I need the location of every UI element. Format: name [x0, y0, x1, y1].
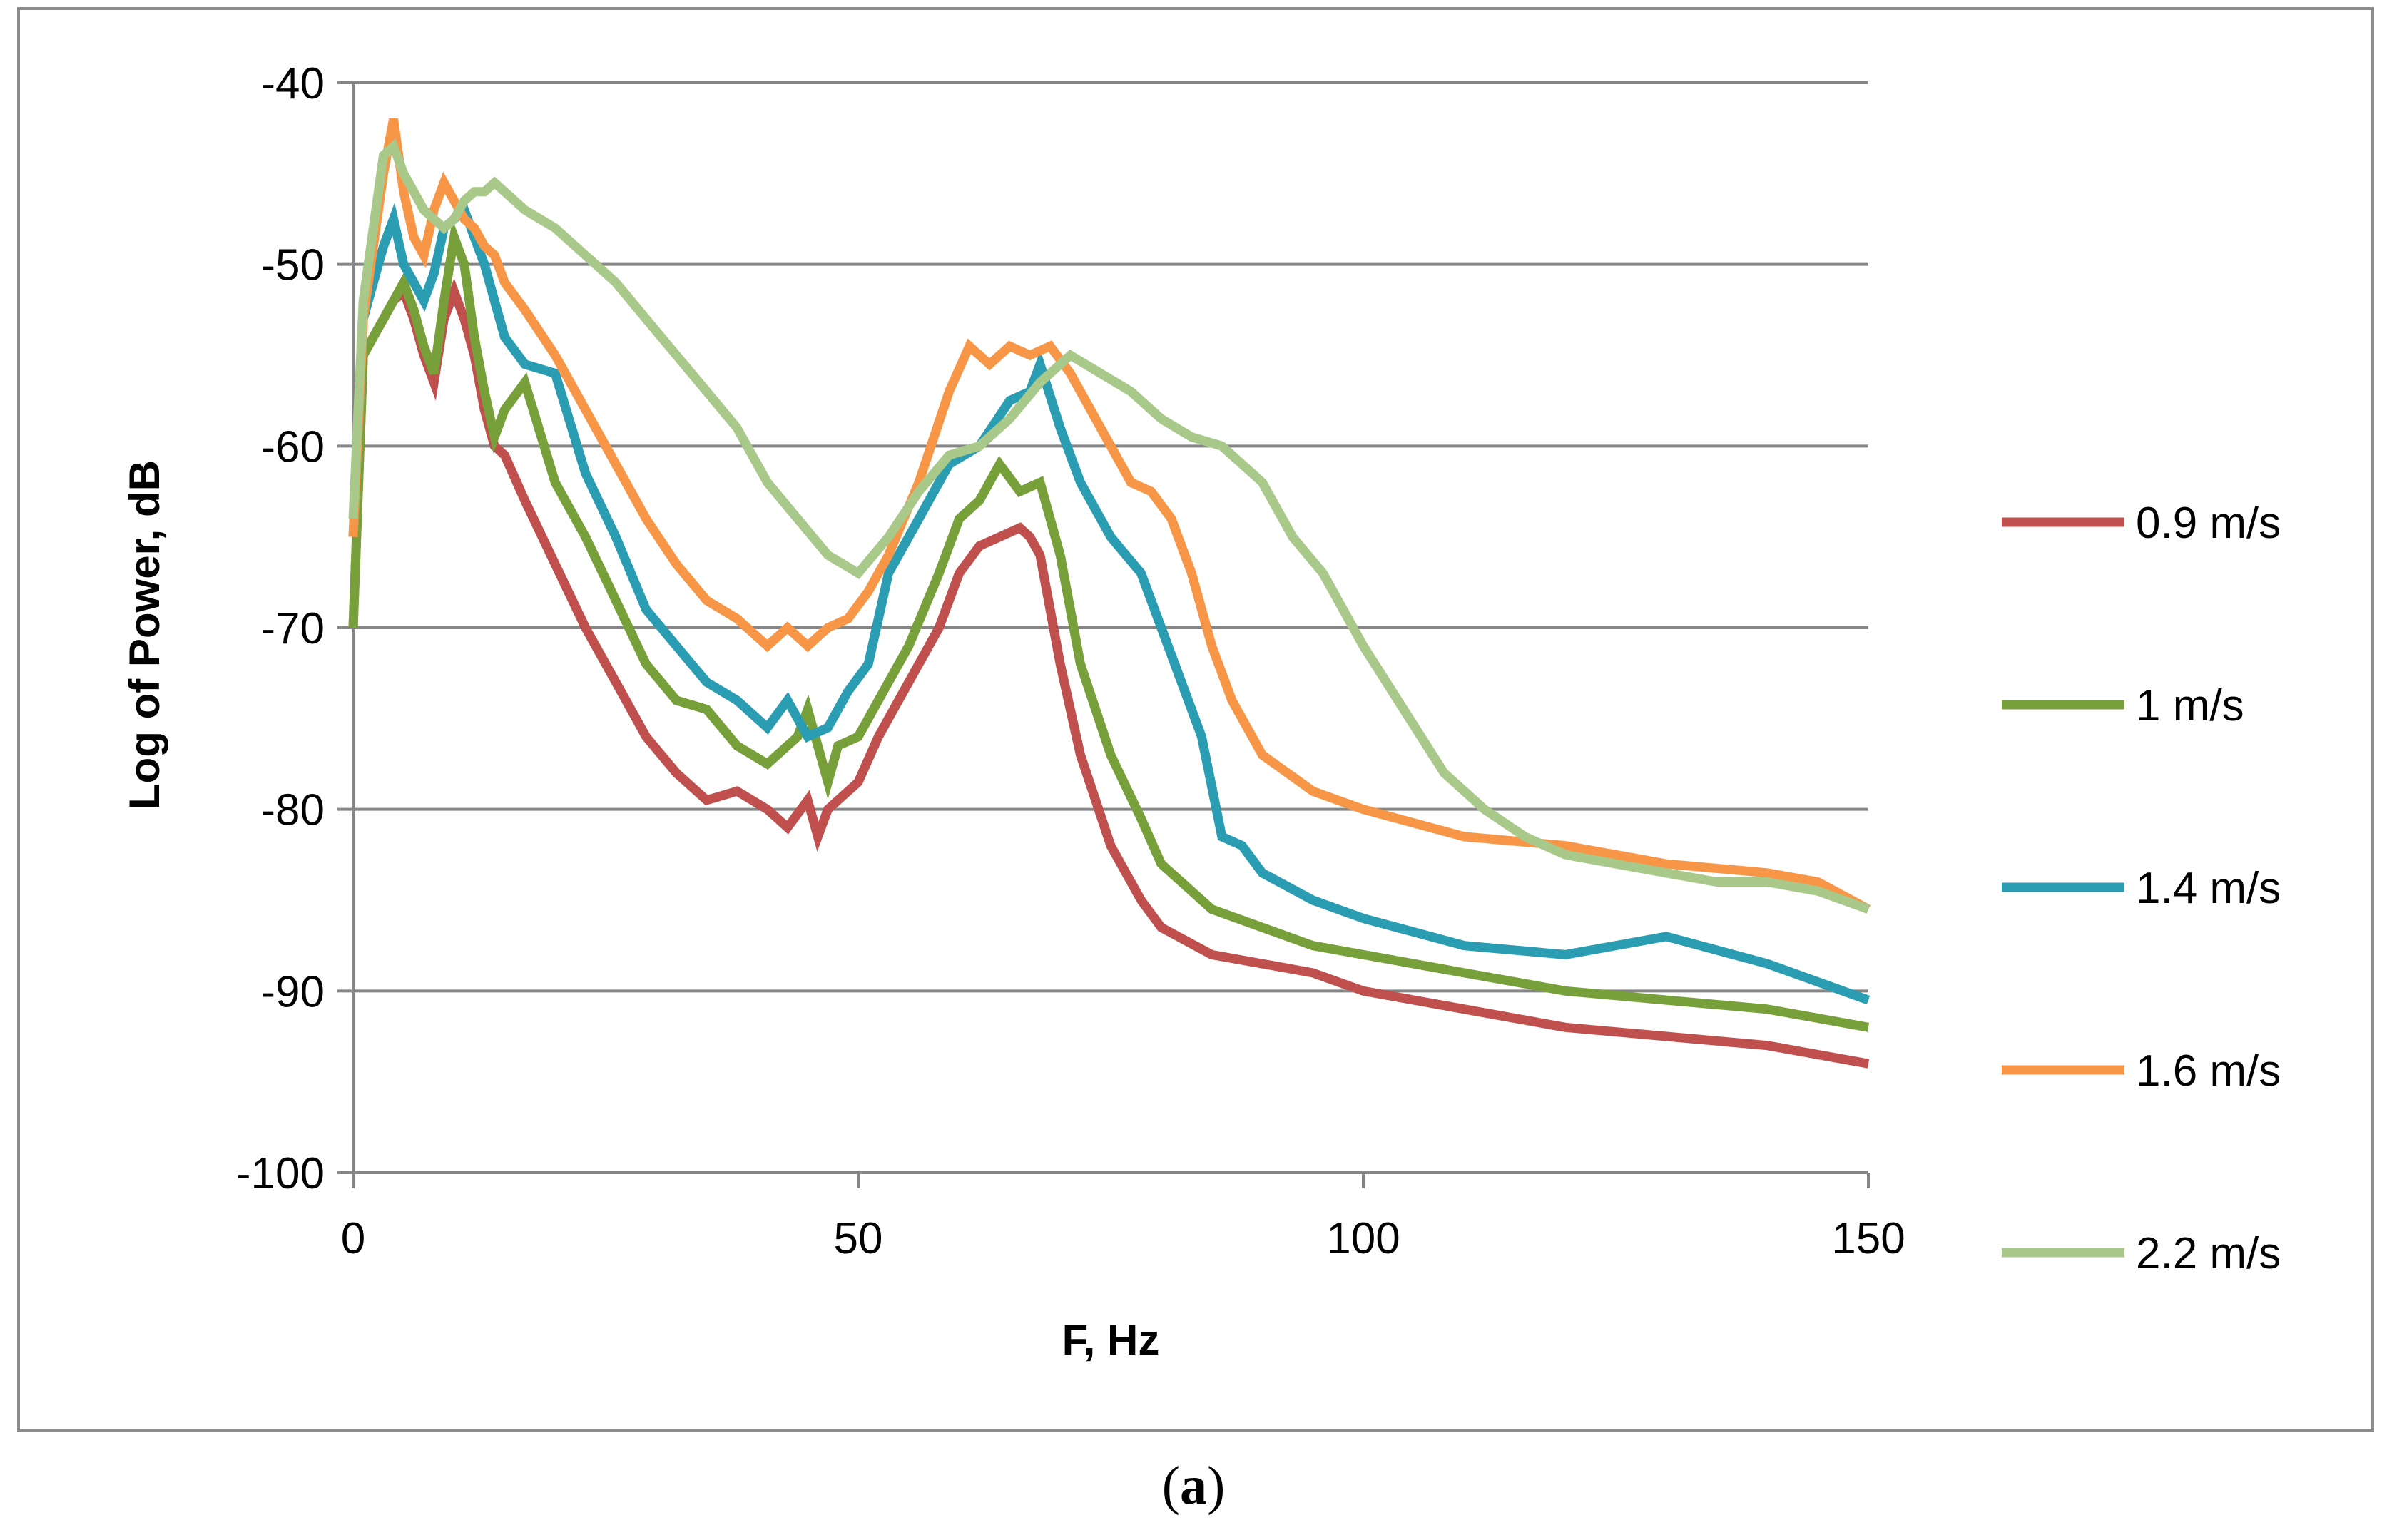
chart-canvas: -40 -50 -60 -70 -80 -90 -100 0 50 100 150 Log of …: [121, 59, 2281, 1364]
legend: 0.9 m/s 1 m/s 1.4 m/s 1.6 m/s 2.2 m/s: [2002, 499, 2281, 1278]
y-tick-label: -70: [260, 604, 325, 653]
y-tick-labels: -40 -50 -60 -70 -80 -90 -100: [236, 59, 353, 1198]
legend-label-5: 2.2 m/s: [2136, 1229, 2281, 1278]
y-tick-label: -40: [260, 59, 325, 108]
legend-label-1: 0.9 m/s: [2136, 499, 2281, 548]
chart-frame: -40 -50 -60 -70 -80 -90 -100 0 50 100 150 Log of …: [17, 7, 2374, 1432]
y-tick-label: -50: [260, 241, 325, 290]
x-tick-label: 0: [341, 1214, 365, 1263]
y-tick-label: -90: [260, 967, 325, 1016]
legend-label-3: 1.4 m/s: [2136, 864, 2281, 913]
figure-caption: (a): [0, 1455, 2387, 1517]
legend-label-2: 1 m/s: [2136, 681, 2244, 730]
series-line-2: [348, 219, 1870, 1032]
x-tick-labels: 0 50 100 150: [341, 1173, 1905, 1263]
x-tick-label: 50: [834, 1214, 883, 1263]
y-tick-label: -100: [236, 1149, 325, 1198]
x-axis-title: F, Hz: [1062, 1316, 1160, 1364]
caption-close-paren: ): [1207, 1456, 1226, 1516]
series-line-4: [348, 118, 1871, 914]
series-lines: [348, 118, 1871, 1069]
caption-open-paren: (: [1161, 1456, 1180, 1516]
y-axis-title: Log of Power, dB: [121, 460, 168, 810]
legend-label-4: 1.6 m/s: [2136, 1046, 2281, 1096]
x-tick-label: 100: [1326, 1214, 1400, 1263]
x-tick-label: 150: [1831, 1214, 1905, 1263]
caption-letter: a: [1180, 1456, 1207, 1516]
y-tick-label: -80: [260, 786, 325, 835]
series-line-5: [348, 138, 1871, 914]
series-line-3: [348, 202, 1871, 1005]
y-tick-label: -60: [260, 422, 325, 471]
